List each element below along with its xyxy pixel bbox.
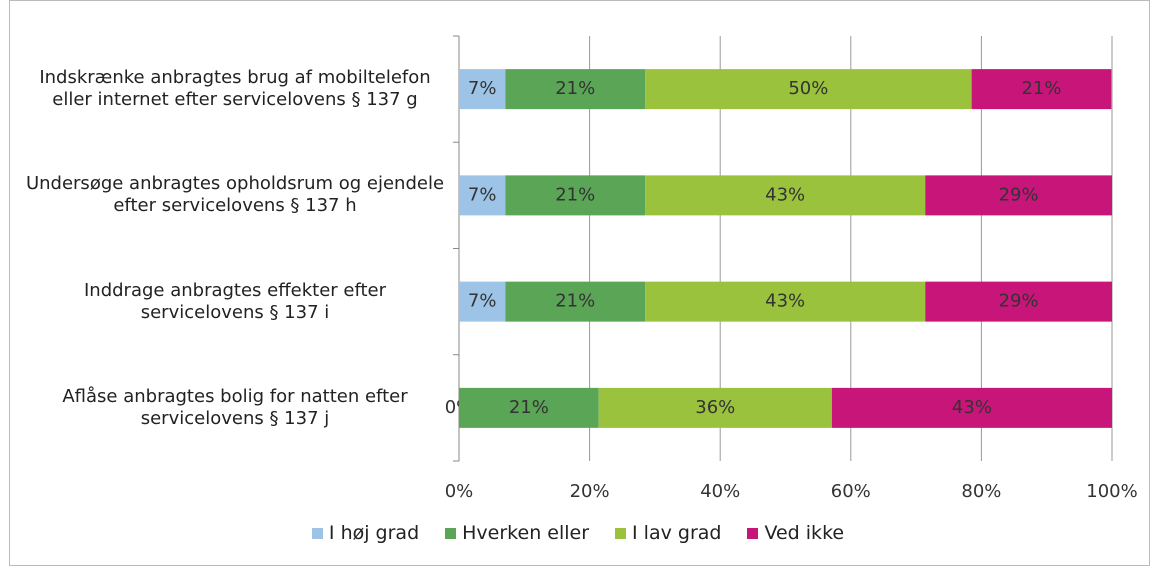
legend-item: I lav grad bbox=[615, 522, 721, 544]
x-tick-label: 80% bbox=[961, 481, 1001, 502]
bar-segment bbox=[505, 175, 646, 216]
legend-label: Hverken eller bbox=[462, 522, 590, 544]
legend-swatch bbox=[747, 527, 759, 539]
value-label: 29% bbox=[999, 291, 1039, 312]
value-label: 7% bbox=[468, 291, 497, 312]
value-label: 21% bbox=[555, 291, 595, 312]
legend-swatch bbox=[615, 527, 627, 539]
bar-segment bbox=[645, 281, 926, 322]
bar-segment bbox=[505, 281, 646, 322]
legend-label: I høj grad bbox=[328, 522, 420, 544]
legend-label: I lav grad bbox=[632, 522, 722, 544]
legend-swatch bbox=[445, 527, 457, 539]
value-label: 21% bbox=[555, 78, 595, 99]
bar-segment bbox=[925, 175, 1112, 216]
bar-segment bbox=[598, 387, 832, 428]
value-label: 50% bbox=[788, 78, 828, 99]
x-tick-label: 40% bbox=[700, 481, 740, 502]
frame bbox=[9, 0, 1150, 566]
value-label: 21% bbox=[509, 397, 549, 418]
value-label: 21% bbox=[555, 184, 595, 205]
value-label: 43% bbox=[952, 397, 992, 418]
x-tick-label: 0% bbox=[445, 481, 474, 502]
x-tick-label: 20% bbox=[570, 481, 610, 502]
value-label: 7% bbox=[468, 78, 497, 99]
value-label: 29% bbox=[999, 184, 1039, 205]
bar-segment bbox=[459, 69, 506, 110]
legend-item: Ved ikke bbox=[747, 522, 844, 544]
legend-item: Hverken eller bbox=[445, 522, 589, 544]
bar-segment bbox=[459, 281, 506, 322]
bar-segment bbox=[459, 175, 506, 216]
legend-swatch bbox=[311, 527, 323, 539]
x-tick-label: 100% bbox=[1086, 481, 1137, 502]
bar-segment bbox=[645, 69, 972, 110]
bar-segment bbox=[505, 69, 646, 110]
category-label: Undersøge anbragtes opholdsrum og ejende… bbox=[25, 173, 445, 217]
value-label: 43% bbox=[765, 291, 805, 312]
value-label: 7% bbox=[468, 184, 497, 205]
legend: I høj grad Hverken eller I lav grad Ved ikk… bbox=[0, 522, 1156, 544]
bar-segment bbox=[971, 69, 1112, 110]
category-label: Inddrage anbragtes effekter efter servic… bbox=[83, 279, 387, 323]
bar-segment bbox=[831, 387, 1112, 428]
bar-segment bbox=[645, 175, 926, 216]
value-label: 36% bbox=[695, 397, 735, 418]
category-label: Indskrænke anbragtes brug af mobiltelefo… bbox=[39, 67, 431, 111]
value-label: 43% bbox=[765, 184, 805, 205]
legend-label: Ved ikke bbox=[764, 522, 845, 544]
legend-item: I høj grad bbox=[311, 522, 420, 544]
category-label: Aflåse anbragtes bolig for natten efter … bbox=[62, 385, 408, 429]
x-tick-label: 60% bbox=[831, 481, 871, 502]
value-label: 21% bbox=[1021, 78, 1061, 99]
bar-segment bbox=[925, 281, 1112, 322]
bar-segment bbox=[459, 387, 599, 428]
